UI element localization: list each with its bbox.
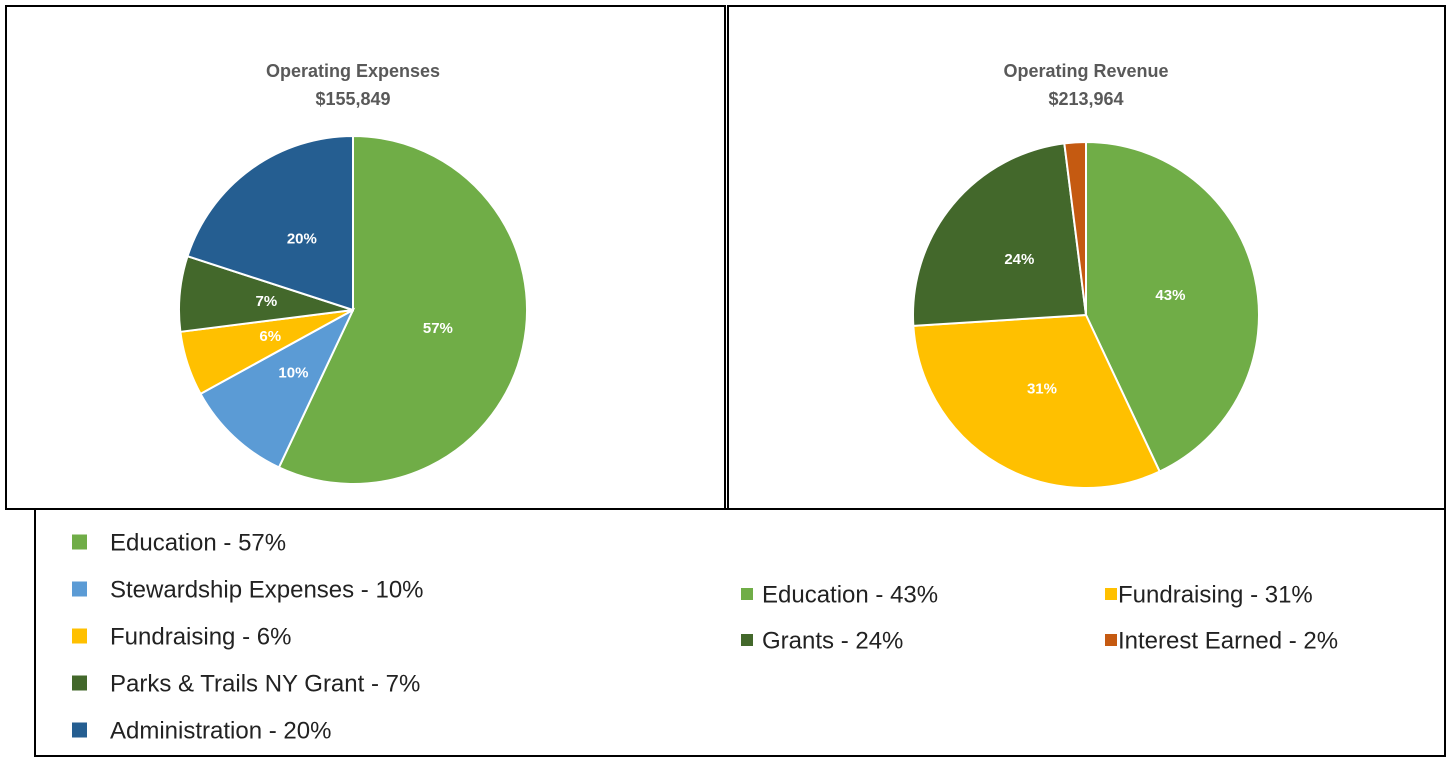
legend-label: Grants - 24% [762, 627, 903, 654]
data-label: 6% [259, 328, 281, 345]
pie-slice [912, 142, 1088, 327]
legend-label: Education - 43% [762, 581, 938, 608]
legend-label: Education - 57% [110, 529, 286, 556]
chart-subtitle: $155,849 [315, 89, 390, 109]
data-label: 43% [1155, 287, 1185, 304]
pie-slice [199, 307, 356, 469]
data-label: 20% [287, 231, 317, 248]
data-label: 24% [1004, 251, 1034, 268]
data-label: 10% [278, 364, 308, 381]
chart-subtitle: $213,964 [1048, 89, 1123, 109]
legend-swatch [72, 534, 87, 550]
pie-slice [277, 134, 528, 485]
pie-slice [186, 134, 354, 312]
legend-label: Administration - 20% [110, 717, 331, 744]
data-label: 57% [423, 320, 453, 337]
pie-slice [912, 313, 1161, 489]
legend-swatch [741, 588, 753, 600]
legend-label: Fundraising - 6% [110, 623, 291, 650]
legend-label: Fundraising - 31% [1118, 581, 1313, 608]
legend-label: Stewardship Expenses - 10% [110, 576, 424, 603]
chart-title: Operating Revenue [1003, 61, 1168, 81]
data-label: 7% [256, 293, 278, 310]
legend-swatch [72, 581, 87, 597]
data-label: 31% [1027, 380, 1057, 397]
legend-swatch [1105, 634, 1117, 646]
legend-swatch [72, 722, 87, 738]
legend-swatch [72, 675, 87, 691]
pie-slice [1063, 140, 1087, 316]
pie-slice [1085, 140, 1260, 473]
legend-label: Parks & Trails NY Grant - 7% [110, 670, 420, 697]
legend-swatch [72, 628, 87, 644]
legend-swatch [741, 634, 753, 646]
legend-swatch [1105, 588, 1117, 600]
legend-label: Interest Earned - 2% [1118, 627, 1338, 654]
legend-box [34, 508, 1446, 757]
chart-title: Operating Expenses [266, 61, 440, 81]
